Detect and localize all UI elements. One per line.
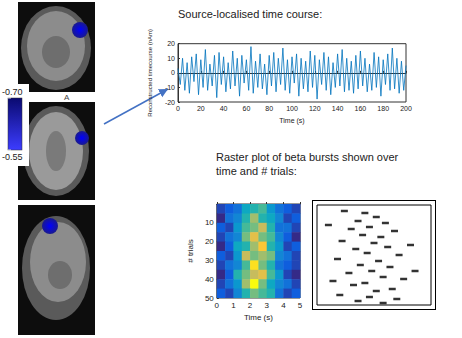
svg-text:100: 100 <box>286 105 298 112</box>
svg-text:10: 10 <box>205 218 214 227</box>
svg-text:180: 180 <box>377 105 389 112</box>
svg-text:-0.70: -0.70 <box>2 87 23 97</box>
svg-text:-0.55: -0.55 <box>2 152 23 162</box>
svg-text:20: 20 <box>205 237 214 246</box>
svg-text:0: 0 <box>176 105 180 112</box>
svg-text:160: 160 <box>355 105 367 112</box>
svg-text:60: 60 <box>243 105 251 112</box>
svg-text:20: 20 <box>197 105 205 112</box>
svg-text:2: 2 <box>248 301 253 310</box>
svg-text:200: 200 <box>400 105 412 112</box>
svg-text:20: 20 <box>167 40 175 47</box>
svg-text:50: 50 <box>205 294 214 303</box>
svg-text:30: 30 <box>205 256 214 265</box>
svg-text:5: 5 <box>298 301 303 310</box>
svg-text:# trials: # trials <box>186 239 195 263</box>
svg-text:-10: -10 <box>165 84 175 91</box>
html-text:Raster plot of beta bursts sho: Raster plot of beta bursts shown over ti… <box>216 151 399 177</box>
svg-text:40: 40 <box>205 275 214 284</box>
svg-text:Time (s): Time (s) <box>279 117 304 125</box>
svg-text:1: 1 <box>231 301 236 310</box>
html-text:Source-localised time course:: Source-localised time course: <box>178 8 323 20</box>
svg-text:80: 80 <box>265 105 273 112</box>
svg-text:3: 3 <box>264 301 269 310</box>
svg-text:A: A <box>64 93 70 102</box>
svg-text:Reconstructed timecourse (nAm): Reconstructed timecourse (nAm) <box>147 29 153 117</box>
svg-text:0: 0 <box>215 301 220 310</box>
svg-text:120: 120 <box>309 105 321 112</box>
svg-text:140: 140 <box>332 105 344 112</box>
svg-text:0: 0 <box>171 69 175 76</box>
svg-text:40: 40 <box>220 105 228 112</box>
svg-text:10: 10 <box>167 55 175 62</box>
svg-text:4: 4 <box>281 301 286 310</box>
svg-text:Time (s): Time (s) <box>244 313 273 322</box>
svg-text:-20: -20 <box>165 99 175 106</box>
